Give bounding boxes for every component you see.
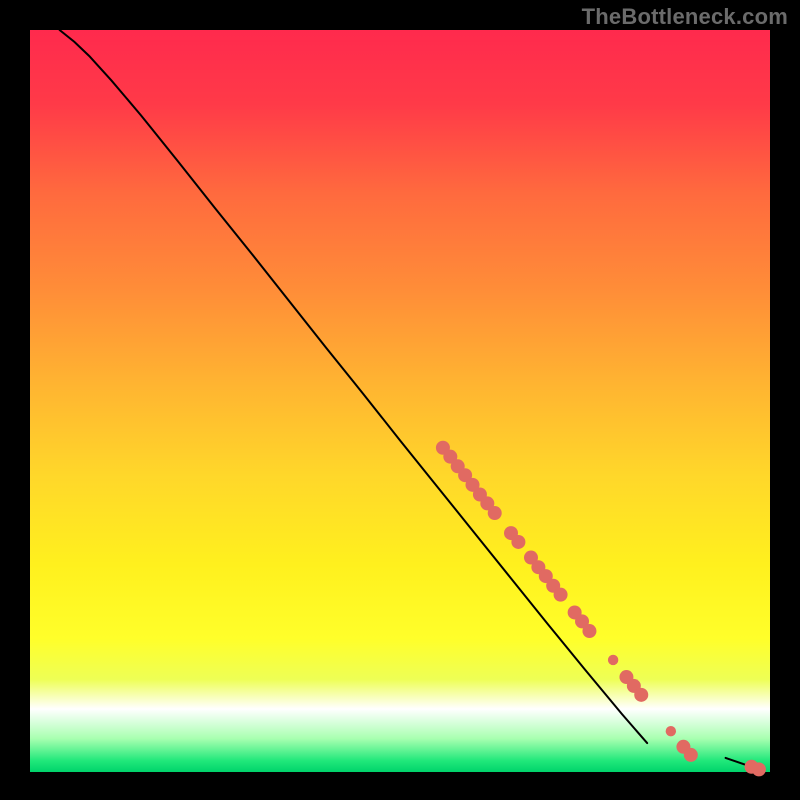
highlight-dot <box>511 535 525 549</box>
highlight-dots <box>30 30 770 772</box>
highlight-dot <box>554 588 568 602</box>
highlight-dot <box>634 688 648 702</box>
plot-area <box>30 30 770 772</box>
highlight-dot <box>582 624 596 638</box>
highlight-dot <box>608 655 618 665</box>
chart-stage: TheBottleneck.com <box>0 0 800 800</box>
watermark-text: TheBottleneck.com <box>582 4 788 30</box>
highlight-dot <box>488 506 502 520</box>
highlight-dot <box>684 748 698 762</box>
highlight-dot <box>666 726 676 736</box>
highlight-dot <box>752 762 766 776</box>
